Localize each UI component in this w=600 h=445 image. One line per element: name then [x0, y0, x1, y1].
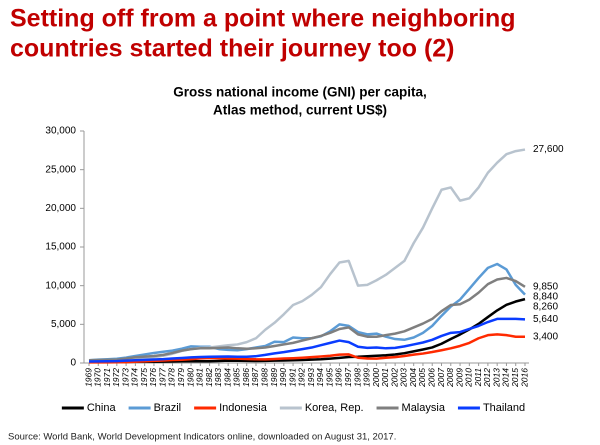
y-tick-label: 15,000 — [45, 242, 76, 253]
series-line — [88, 317, 526, 363]
end-label: 3,400 — [533, 331, 558, 342]
legend-label: Brazil — [154, 402, 182, 414]
x-tick-label: 1991 — [287, 368, 297, 387]
x-tick-label: 1976 — [148, 368, 158, 387]
end-label: 5,640 — [533, 314, 558, 325]
legend-label: Indonesia — [219, 402, 268, 414]
x-tick-label: 2000 — [371, 368, 381, 388]
x-tick-label: 1980 — [185, 368, 195, 387]
x-tick-label: 1994 — [315, 368, 325, 387]
end-label: 9,850 — [533, 281, 558, 292]
x-tick-label: 1971 — [102, 368, 112, 387]
x-tick-label: 2010 — [464, 368, 474, 388]
x-tick-label: 1977 — [157, 368, 167, 387]
x-tick-label: 2001 — [380, 368, 390, 388]
x-tick-label: 1995 — [324, 368, 334, 387]
legend-label: Thailand — [483, 402, 525, 414]
y-tick-label: 0 — [70, 358, 76, 369]
x-tick-label: 1999 — [362, 368, 372, 387]
y-tick-label: 5,000 — [51, 319, 76, 330]
series-line — [88, 148, 526, 363]
x-tick-label: 2007 — [436, 368, 446, 388]
x-tick-label: 2012 — [482, 368, 492, 388]
x-tick-label: 1972 — [111, 368, 121, 387]
y-tick-label: 30,000 — [45, 126, 76, 137]
x-tick-label: 2013 — [491, 368, 501, 388]
x-tick-label: 1996 — [334, 368, 344, 387]
x-tick-label: 1969 — [83, 368, 93, 387]
x-tick-label: 1993 — [306, 368, 316, 387]
x-tick-label: 1982 — [204, 368, 214, 387]
x-tick-label: 1970 — [93, 368, 103, 387]
x-tick-label: 2002 — [389, 368, 399, 388]
slide-title: countries started their journey too (2) — [10, 35, 455, 63]
source-note: Source: World Bank, World Development In… — [8, 432, 396, 443]
x-tick-label: 1992 — [297, 368, 307, 387]
y-tick-label: 10,000 — [45, 280, 76, 291]
series-line — [89, 333, 525, 364]
x-tick-label: 1987 — [250, 368, 260, 387]
y-tick-label: 20,000 — [45, 203, 76, 214]
y-tick-label: 25,000 — [45, 164, 76, 175]
chart-title: Gross national income (GNI) per capita, — [173, 85, 427, 100]
x-tick-label: 1989 — [269, 368, 279, 387]
x-tick-label: 1974 — [130, 368, 140, 387]
x-tick-label: 1990 — [278, 368, 288, 387]
x-tick-label: 1998 — [352, 368, 362, 387]
x-tick-label: 1997 — [343, 368, 353, 387]
legend-label: China — [87, 402, 117, 414]
legend-label: Malaysia — [402, 402, 446, 414]
end-label: 8,840 — [533, 291, 558, 302]
x-tick-label: 2005 — [417, 368, 427, 388]
x-tick-label: 2008 — [445, 368, 455, 388]
x-tick-label: 1984 — [222, 368, 232, 387]
slide-title: Setting off from a point where neighbori… — [10, 5, 516, 33]
x-tick-label: 2003 — [399, 368, 409, 388]
series-line — [88, 276, 526, 362]
x-tick-label: 1978 — [167, 368, 177, 387]
x-tick-label: 2016 — [519, 368, 529, 388]
x-tick-label: 1981 — [195, 368, 205, 387]
end-label: 8,260 — [533, 301, 558, 312]
legend-label: Korea, Rep. — [305, 402, 364, 414]
x-tick-label: 1983 — [213, 368, 223, 387]
chart-title: Atlas method, current US$) — [213, 103, 387, 118]
x-tick-label: 2014 — [501, 368, 511, 388]
x-tick-label: 1973 — [120, 368, 130, 387]
end-label: 27,600 — [533, 144, 564, 155]
x-tick-label: 1975 — [139, 368, 149, 387]
x-tick-label: 2004 — [408, 368, 418, 388]
x-tick-label: 2009 — [454, 368, 464, 388]
x-tick-label: 1988 — [260, 368, 270, 387]
x-tick-label: 1986 — [241, 368, 251, 387]
x-tick-label: 1979 — [176, 368, 186, 387]
x-tick-label: 1985 — [232, 368, 242, 387]
x-tick-label: 2015 — [510, 368, 520, 388]
x-tick-label: 2011 — [473, 368, 483, 388]
x-tick-label: 2006 — [426, 368, 436, 388]
